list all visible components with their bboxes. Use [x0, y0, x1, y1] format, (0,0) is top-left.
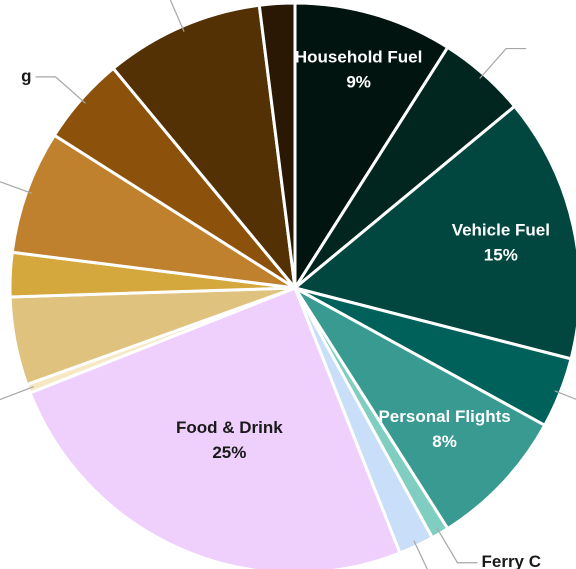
leader-line [554, 390, 576, 400]
leader-line [0, 181, 33, 194]
slice-value-label: 9% [346, 73, 371, 92]
pie-slice [28, 286, 402, 569]
pie-slice [293, 1, 450, 294]
leader-line [0, 386, 34, 401]
slice-label: Ferry C [481, 552, 541, 569]
pie-slice [293, 286, 547, 531]
pie-slice [257, 1, 297, 289]
slice-value-label: 25% [212, 443, 246, 462]
slice-label: Household Fuel [295, 48, 423, 67]
slice-value-label: 8% [432, 432, 457, 451]
slice-label: Food & Drink [176, 418, 283, 437]
leader-line [169, 0, 185, 32]
slice-label: Vehicle Fuel [452, 220, 550, 239]
leader-line [35, 76, 86, 104]
leader-line [479, 47, 527, 79]
slice-label: g [21, 66, 31, 85]
leader-line [436, 528, 478, 564]
leader-line [413, 540, 428, 569]
slice-label: Personal Flights [378, 407, 510, 426]
pie-slice [291, 104, 576, 361]
slice-value-label: 15% [484, 245, 518, 264]
